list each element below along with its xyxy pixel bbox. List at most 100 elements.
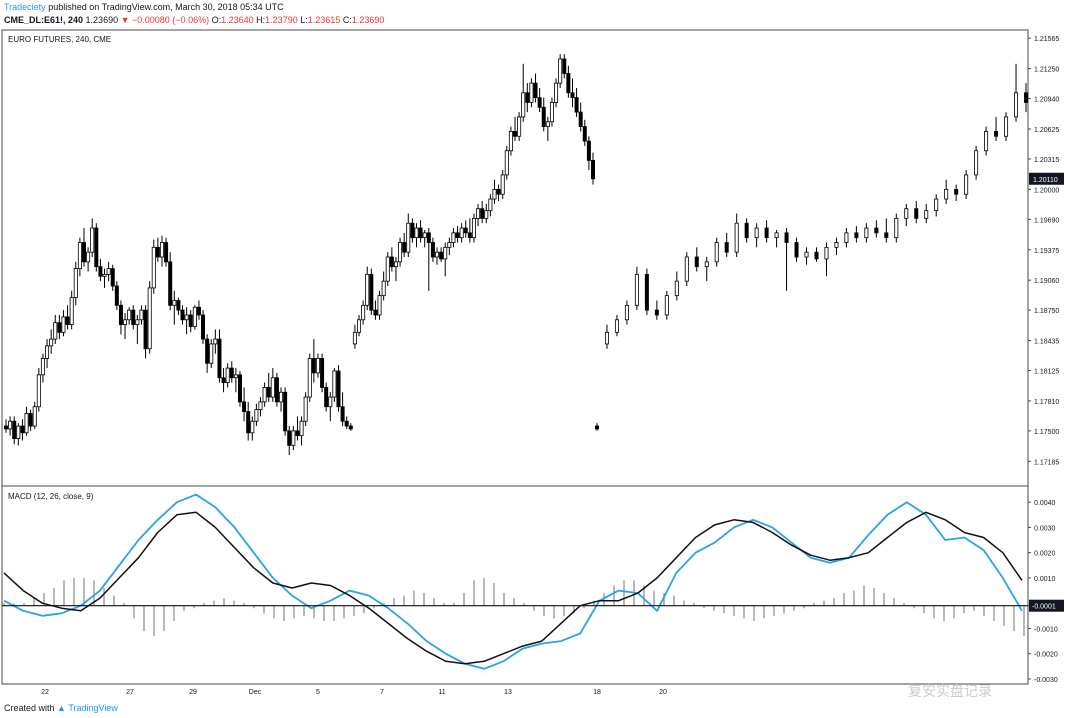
candle-body	[834, 242, 839, 248]
candle-body	[188, 314, 193, 327]
candle-body	[344, 420, 349, 427]
candle-body	[65, 316, 70, 326]
candle-body	[884, 232, 889, 239]
candle-body	[459, 227, 464, 239]
candle-body	[513, 131, 518, 137]
candle-body	[139, 309, 144, 321]
candle-body	[373, 309, 378, 316]
candle-body	[744, 222, 749, 239]
candle-body	[492, 188, 497, 200]
price-tick-label: 1.21565	[1034, 36, 1059, 43]
tradingview-link[interactable]: TradingView	[68, 703, 118, 713]
candle-body	[389, 256, 394, 268]
candle-body	[279, 391, 284, 403]
candle-body	[578, 111, 583, 127]
candle-body	[94, 227, 99, 268]
candle-body	[694, 256, 699, 268]
candle-body	[496, 188, 501, 195]
candle-body	[994, 131, 999, 137]
candle-body	[12, 420, 17, 440]
candle-body	[582, 126, 587, 142]
time-tick-label: 13	[504, 689, 512, 696]
candle-body	[258, 401, 263, 411]
candle-body	[467, 232, 472, 239]
candle-body	[439, 251, 444, 260]
candle-body	[562, 58, 567, 74]
price-tick-label: 1.17185	[1034, 459, 1059, 466]
candle-body	[541, 106, 546, 127]
candle-body	[77, 242, 82, 269]
candle-body	[508, 131, 513, 152]
candle-body	[291, 430, 296, 446]
candle-body	[654, 309, 659, 316]
last-price: 1.23690	[85, 15, 119, 25]
candle-body	[217, 338, 222, 379]
candle-body	[734, 222, 739, 253]
candle-body	[504, 150, 509, 176]
candle-body	[934, 198, 939, 212]
candle-body	[954, 188, 959, 195]
last-price-tag	[1029, 172, 1064, 185]
watermark: 复安实盘记录	[908, 683, 992, 699]
candle-body	[964, 174, 969, 195]
close-label: C:	[342, 15, 352, 25]
candle-body	[114, 285, 119, 306]
last-price-label: 1.20110	[1033, 177, 1058, 184]
candle-body	[377, 295, 382, 316]
price-tick-label: 1.19690	[1034, 217, 1059, 224]
candle-body	[131, 309, 136, 326]
candle-body	[406, 222, 411, 253]
candle-body	[614, 319, 619, 333]
candle-body	[328, 396, 333, 408]
candle-body	[595, 425, 600, 430]
macd-lines	[3, 493, 1023, 670]
candle-body	[537, 97, 542, 108]
candle-body	[357, 319, 362, 333]
candle-body	[315, 358, 320, 374]
candle-body	[28, 413, 33, 427]
candle-body	[123, 319, 128, 326]
time-tick-label: 20	[659, 689, 667, 696]
candle-body	[192, 306, 197, 327]
author-link[interactable]: Tradeciety	[4, 2, 46, 12]
candle-body	[213, 338, 218, 345]
macd-tick-label: -0.0020	[1034, 652, 1058, 659]
candle-body	[664, 295, 669, 316]
candle-body	[266, 387, 271, 398]
candle-body	[1014, 92, 1019, 118]
candle-body	[303, 396, 308, 422]
candle-body	[225, 367, 230, 383]
macd-tick-label: 0.0010	[1034, 576, 1056, 583]
candle-body	[209, 343, 214, 364]
candle-body	[201, 314, 206, 340]
candle-body	[16, 425, 21, 439]
candle-body	[98, 266, 103, 277]
candle-body	[274, 377, 279, 403]
footer: Created with ▲ TradingView	[4, 703, 118, 713]
candle-body	[361, 304, 366, 321]
candle-body	[205, 338, 210, 364]
candle-body	[521, 92, 526, 118]
candle-body	[254, 409, 259, 422]
candle-body	[480, 208, 485, 219]
candle-body	[398, 242, 403, 263]
candle-body	[402, 242, 407, 253]
candle-body	[545, 121, 550, 127]
candle-body	[118, 304, 123, 326]
candle-body	[4, 425, 9, 430]
price-change: ▼ −0.00080 (−0.06%)	[120, 15, 210, 25]
high-label: H:	[256, 15, 266, 25]
candle-body	[307, 358, 312, 398]
candle-body	[151, 246, 156, 289]
candle-body	[155, 246, 160, 258]
candle-body	[45, 345, 50, 359]
candle-body	[774, 232, 779, 239]
chart-frame	[1, 29, 1029, 685]
candle-body	[634, 273, 639, 306]
time-tick-label: 5	[316, 689, 320, 696]
candle-body	[147, 287, 152, 350]
candle-body	[20, 425, 25, 434]
candle-body	[242, 401, 247, 412]
candle-body	[311, 358, 316, 374]
